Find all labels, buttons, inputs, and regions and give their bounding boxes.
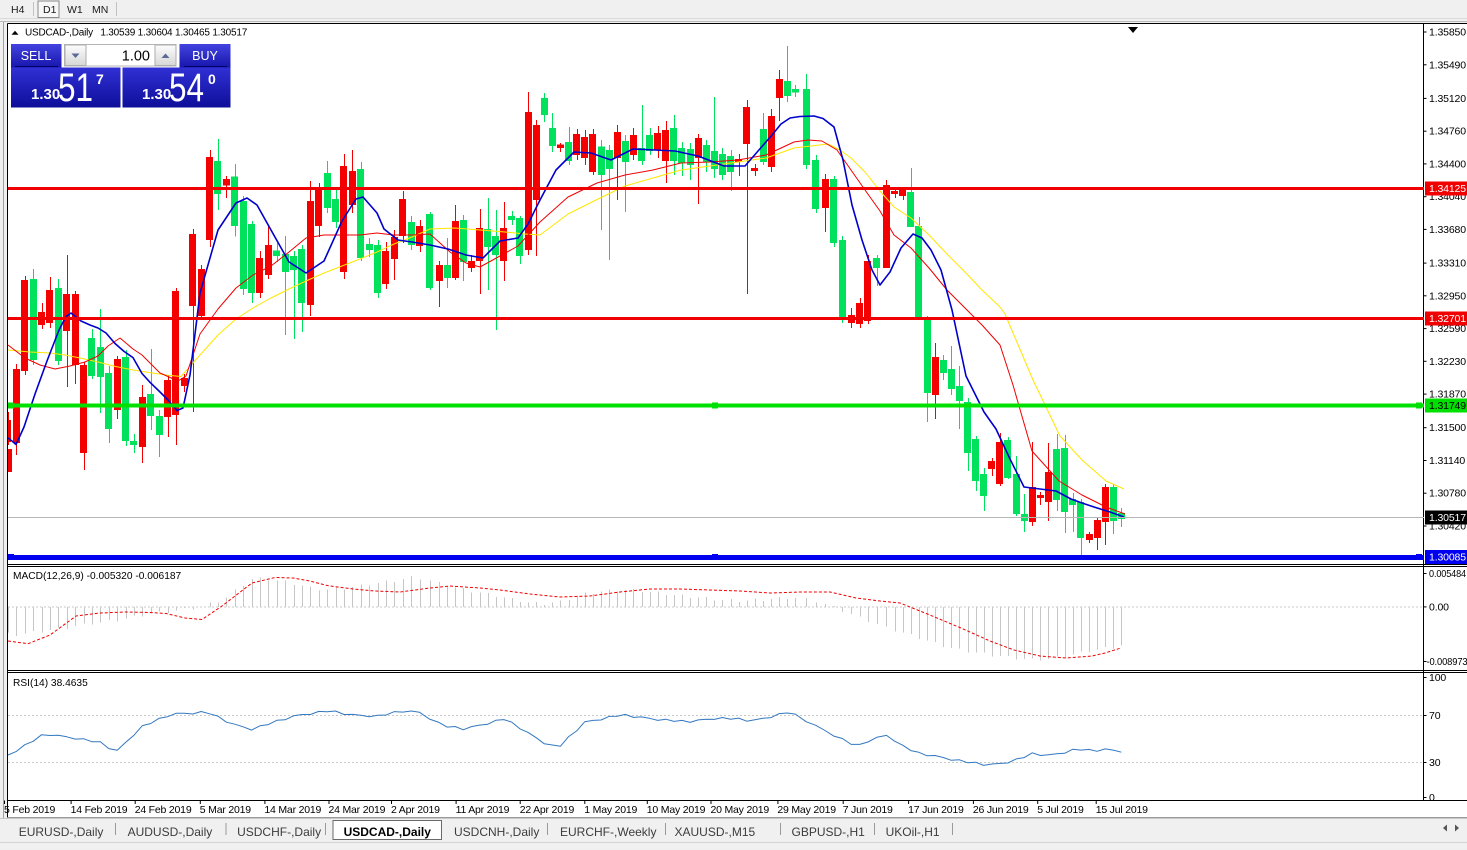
svg-text:10 May 2019: 10 May 2019 (647, 804, 706, 816)
svg-text:11 Apr 2019: 11 Apr 2019 (456, 804, 510, 816)
svg-text:1.30: 1.30 (31, 86, 60, 103)
svg-text:1.32701: 1.32701 (1429, 313, 1466, 325)
svg-text:1.32950: 1.32950 (1429, 290, 1466, 302)
svg-text:MN: MN (92, 4, 108, 16)
svg-text:1.30085: 1.30085 (1429, 552, 1466, 564)
svg-text:29 May 2019: 29 May 2019 (777, 804, 836, 816)
svg-text:SELL: SELL (21, 49, 52, 63)
svg-text:EURCHF-,Weekly: EURCHF-,Weekly (560, 825, 656, 839)
svg-text:UKOil-,H1: UKOil-,H1 (886, 825, 940, 839)
svg-text:14 Feb 2019: 14 Feb 2019 (71, 804, 128, 816)
svg-text:1.31500: 1.31500 (1429, 422, 1466, 434)
svg-text:1.33310: 1.33310 (1429, 258, 1466, 270)
svg-text:1 May 2019: 1 May 2019 (584, 804, 637, 816)
svg-text:1.32230: 1.32230 (1429, 356, 1466, 368)
svg-text:W1: W1 (67, 4, 83, 16)
svg-text:30: 30 (1429, 757, 1441, 769)
svg-text:1.35490: 1.35490 (1429, 59, 1466, 71)
svg-text:USDCHF-,Daily: USDCHF-,Daily (237, 825, 321, 839)
svg-text:14 Mar 2019: 14 Mar 2019 (264, 804, 321, 816)
svg-text:1.32590: 1.32590 (1429, 323, 1466, 335)
svg-text:1.35120: 1.35120 (1429, 93, 1466, 105)
svg-text:GBPUSD-,H1: GBPUSD-,H1 (792, 825, 866, 839)
svg-text:22 Apr 2019: 22 Apr 2019 (520, 804, 575, 816)
svg-text:MACD(12,26,9) -0.005320 -0.006: MACD(12,26,9) -0.005320 -0.006187 (13, 571, 182, 582)
svg-text:15 Jul 2019: 15 Jul 2019 (1096, 804, 1148, 816)
svg-text:54: 54 (169, 66, 204, 110)
svg-text:1.34760: 1.34760 (1429, 126, 1466, 138)
svg-text:17 Jun 2019: 17 Jun 2019 (908, 804, 964, 816)
svg-text:1.30517: 1.30517 (1429, 512, 1466, 524)
svg-text:5 Mar 2019: 5 Mar 2019 (200, 804, 251, 816)
svg-text:70: 70 (1429, 710, 1441, 722)
svg-text:RSI(14) 38.4635: RSI(14) 38.4635 (13, 678, 88, 689)
svg-text:BUY: BUY (192, 49, 218, 63)
svg-text:1.34400: 1.34400 (1429, 158, 1466, 170)
svg-text:1.34125: 1.34125 (1429, 183, 1466, 195)
svg-text:1.31749: 1.31749 (1429, 400, 1466, 412)
svg-text:5 Feb 2019: 5 Feb 2019 (4, 804, 55, 816)
svg-text:USDCAD-,Daily 1.30539 1.30604: USDCAD-,Daily 1.30539 1.30604 1.30465 1.… (25, 28, 248, 39)
svg-text:0.00: 0.00 (1429, 601, 1449, 613)
svg-text:0.005484: 0.005484 (1429, 568, 1466, 580)
svg-text:2 Apr 2019: 2 Apr 2019 (391, 804, 440, 816)
svg-text:24 Feb 2019: 24 Feb 2019 (135, 804, 192, 816)
svg-text:1.31870: 1.31870 (1429, 389, 1466, 401)
svg-text:USDCNH-,Daily: USDCNH-,Daily (454, 825, 539, 839)
svg-text:1.00: 1.00 (122, 49, 150, 65)
svg-text:7 Jun 2019: 7 Jun 2019 (843, 804, 893, 816)
svg-text:XAUUSD-,M15: XAUUSD-,M15 (675, 825, 756, 839)
svg-text:EURUSD-,Daily: EURUSD-,Daily (19, 825, 104, 839)
svg-text:1.33680: 1.33680 (1429, 224, 1466, 236)
svg-text:AUDUSD-,Daily: AUDUSD-,Daily (128, 825, 213, 839)
svg-text:0: 0 (1429, 792, 1435, 804)
svg-text:1.35850: 1.35850 (1429, 27, 1466, 39)
svg-text:-0.008973: -0.008973 (1427, 656, 1467, 668)
svg-text:26 Jun 2019: 26 Jun 2019 (973, 804, 1029, 816)
svg-text:100: 100 (1429, 672, 1446, 684)
svg-text:5 Jul 2019: 5 Jul 2019 (1037, 804, 1084, 816)
svg-text:20 May 2019: 20 May 2019 (711, 804, 770, 816)
svg-text:51: 51 (58, 66, 93, 110)
svg-text:H4: H4 (11, 4, 25, 16)
svg-text:1.30780: 1.30780 (1429, 488, 1466, 500)
svg-text:7: 7 (96, 71, 104, 87)
svg-text:D1: D1 (43, 4, 57, 16)
svg-text:24 Mar 2019: 24 Mar 2019 (329, 804, 386, 816)
svg-text:1.31140: 1.31140 (1429, 455, 1465, 467)
svg-text:1.30: 1.30 (142, 86, 171, 103)
svg-text:0: 0 (208, 71, 216, 87)
svg-text:USDCAD-,Daily: USDCAD-,Daily (344, 825, 432, 839)
